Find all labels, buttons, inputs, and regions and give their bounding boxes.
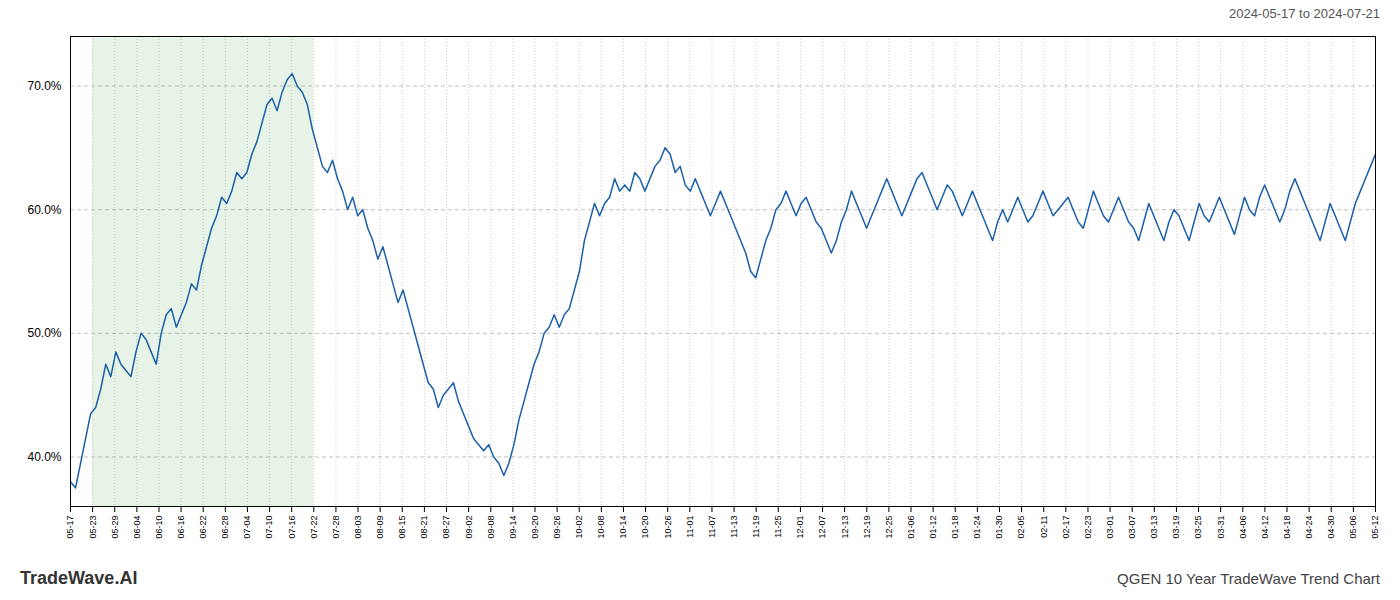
svg-text:08-27: 08-27 <box>441 516 451 539</box>
svg-text:02-17: 02-17 <box>1061 516 1071 539</box>
svg-text:04-18: 04-18 <box>1282 516 1292 539</box>
svg-text:11-25: 11-25 <box>773 516 783 538</box>
svg-text:06-10: 06-10 <box>154 516 164 539</box>
svg-text:02-23: 02-23 <box>1083 516 1093 539</box>
svg-text:05-29: 05-29 <box>110 516 120 539</box>
svg-text:03-31: 03-31 <box>1216 516 1226 539</box>
svg-text:12-01: 12-01 <box>795 516 805 539</box>
svg-text:10-14: 10-14 <box>618 516 628 539</box>
html-text:QGEN 10 Year TradeWave Trend C: QGEN 10 Year TradeWave Trend Chart <box>1117 569 1380 587</box>
svg-text:04-30: 04-30 <box>1326 516 1336 539</box>
svg-text:11-19: 11-19 <box>751 516 761 538</box>
svg-text:40.0%: 40.0% <box>27 450 61 464</box>
svg-text:11-13: 11-13 <box>729 516 739 538</box>
svg-text:02-05: 02-05 <box>1016 516 1026 539</box>
svg-text:12-25: 12-25 <box>884 516 894 539</box>
svg-text:09-14: 09-14 <box>508 516 518 539</box>
svg-text:03-01: 03-01 <box>1105 516 1115 539</box>
svg-text:01-30: 01-30 <box>994 516 1004 539</box>
svg-text:07-28: 07-28 <box>331 516 341 539</box>
svg-text:09-26: 09-26 <box>552 516 562 539</box>
svg-text:08-15: 08-15 <box>397 516 407 539</box>
svg-text:50.0%: 50.0% <box>27 326 61 340</box>
svg-text:06-04: 06-04 <box>132 516 142 539</box>
svg-text:08-09: 08-09 <box>375 516 385 539</box>
svg-text:04-12: 04-12 <box>1260 516 1270 539</box>
svg-text:01-18: 01-18 <box>950 516 960 539</box>
svg-text:09-20: 09-20 <box>530 516 540 539</box>
svg-text:12-19: 12-19 <box>862 516 872 539</box>
svg-text:05-06: 05-06 <box>1348 516 1358 539</box>
svg-text:10-20: 10-20 <box>640 516 650 539</box>
svg-text:03-19: 03-19 <box>1171 516 1181 539</box>
svg-text:10-08: 10-08 <box>596 516 606 539</box>
svg-text:10-02: 10-02 <box>574 516 584 539</box>
svg-text:05-23: 05-23 <box>87 516 97 539</box>
svg-text:05-12: 05-12 <box>1370 516 1380 539</box>
svg-text:60.0%: 60.0% <box>27 202 61 216</box>
svg-text:07-04: 07-04 <box>242 516 252 539</box>
svg-text:01-24: 01-24 <box>972 516 982 539</box>
svg-text:05-17: 05-17 <box>65 516 75 539</box>
svg-text:11-07: 11-07 <box>707 516 717 538</box>
svg-text:07-16: 07-16 <box>287 516 297 539</box>
svg-text:04-06: 04-06 <box>1238 516 1248 539</box>
svg-text:02-11: 02-11 <box>1039 516 1049 538</box>
svg-text:10-26: 10-26 <box>663 516 673 539</box>
svg-text:11-01: 11-01 <box>685 516 695 538</box>
svg-text:03-25: 03-25 <box>1193 516 1203 539</box>
svg-text:07-22: 07-22 <box>309 516 319 539</box>
svg-text:08-21: 08-21 <box>419 516 429 539</box>
svg-text:70.0%: 70.0% <box>27 79 61 93</box>
svg-text:04-24: 04-24 <box>1304 516 1314 539</box>
svg-text:12-07: 12-07 <box>817 516 827 539</box>
svg-text:06-16: 06-16 <box>176 516 186 539</box>
svg-text:06-22: 06-22 <box>198 516 208 539</box>
html-text:TradeWave.AI: TradeWave.AI <box>20 567 138 588</box>
svg-text:12-13: 12-13 <box>840 516 850 539</box>
svg-text:07-10: 07-10 <box>264 516 274 539</box>
svg-text:01-12: 01-12 <box>928 516 938 539</box>
svg-text:03-07: 03-07 <box>1127 516 1137 539</box>
svg-text:03-13: 03-13 <box>1149 516 1159 539</box>
html-text:2024-05-17 to 2024-07-21: 2024-05-17 to 2024-07-21 <box>1228 5 1380 21</box>
svg-text:08-03: 08-03 <box>353 516 363 539</box>
svg-text:09-08: 09-08 <box>486 516 496 539</box>
svg-text:06-28: 06-28 <box>220 516 230 539</box>
svg-text:01-06: 01-06 <box>906 516 916 539</box>
svg-text:09-02: 09-02 <box>464 516 474 539</box>
